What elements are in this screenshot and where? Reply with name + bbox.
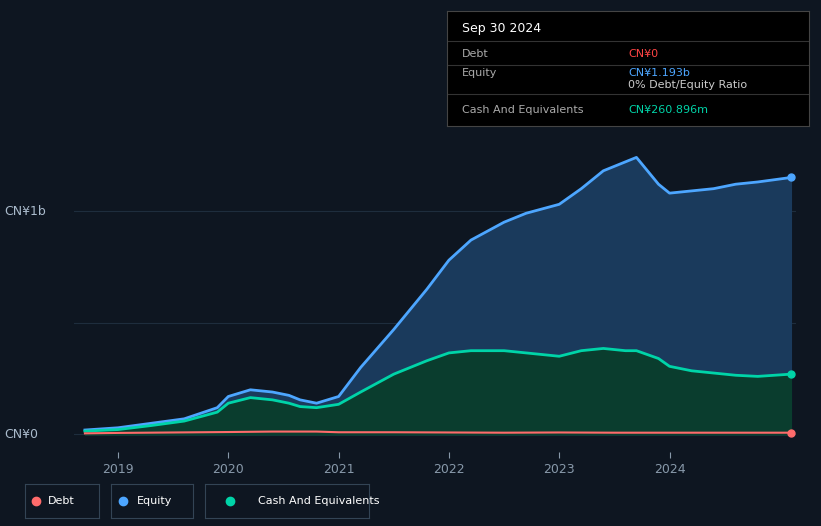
Text: CN¥1.193b: CN¥1.193b — [628, 68, 690, 78]
Text: CN¥0: CN¥0 — [628, 49, 658, 59]
Text: CN¥0: CN¥0 — [4, 428, 38, 441]
Text: Debt: Debt — [462, 49, 488, 59]
Text: Cash And Equivalents: Cash And Equivalents — [258, 496, 379, 506]
Text: Debt: Debt — [48, 496, 75, 506]
Text: Cash And Equivalents: Cash And Equivalents — [462, 105, 584, 115]
Text: Equity: Equity — [462, 68, 498, 78]
Text: 0% Debt/Equity Ratio: 0% Debt/Equity Ratio — [628, 79, 747, 89]
Text: Sep 30 2024: Sep 30 2024 — [462, 22, 541, 35]
Text: Equity: Equity — [137, 496, 172, 506]
Text: CN¥260.896m: CN¥260.896m — [628, 105, 708, 115]
Text: CN¥1b: CN¥1b — [4, 205, 46, 218]
